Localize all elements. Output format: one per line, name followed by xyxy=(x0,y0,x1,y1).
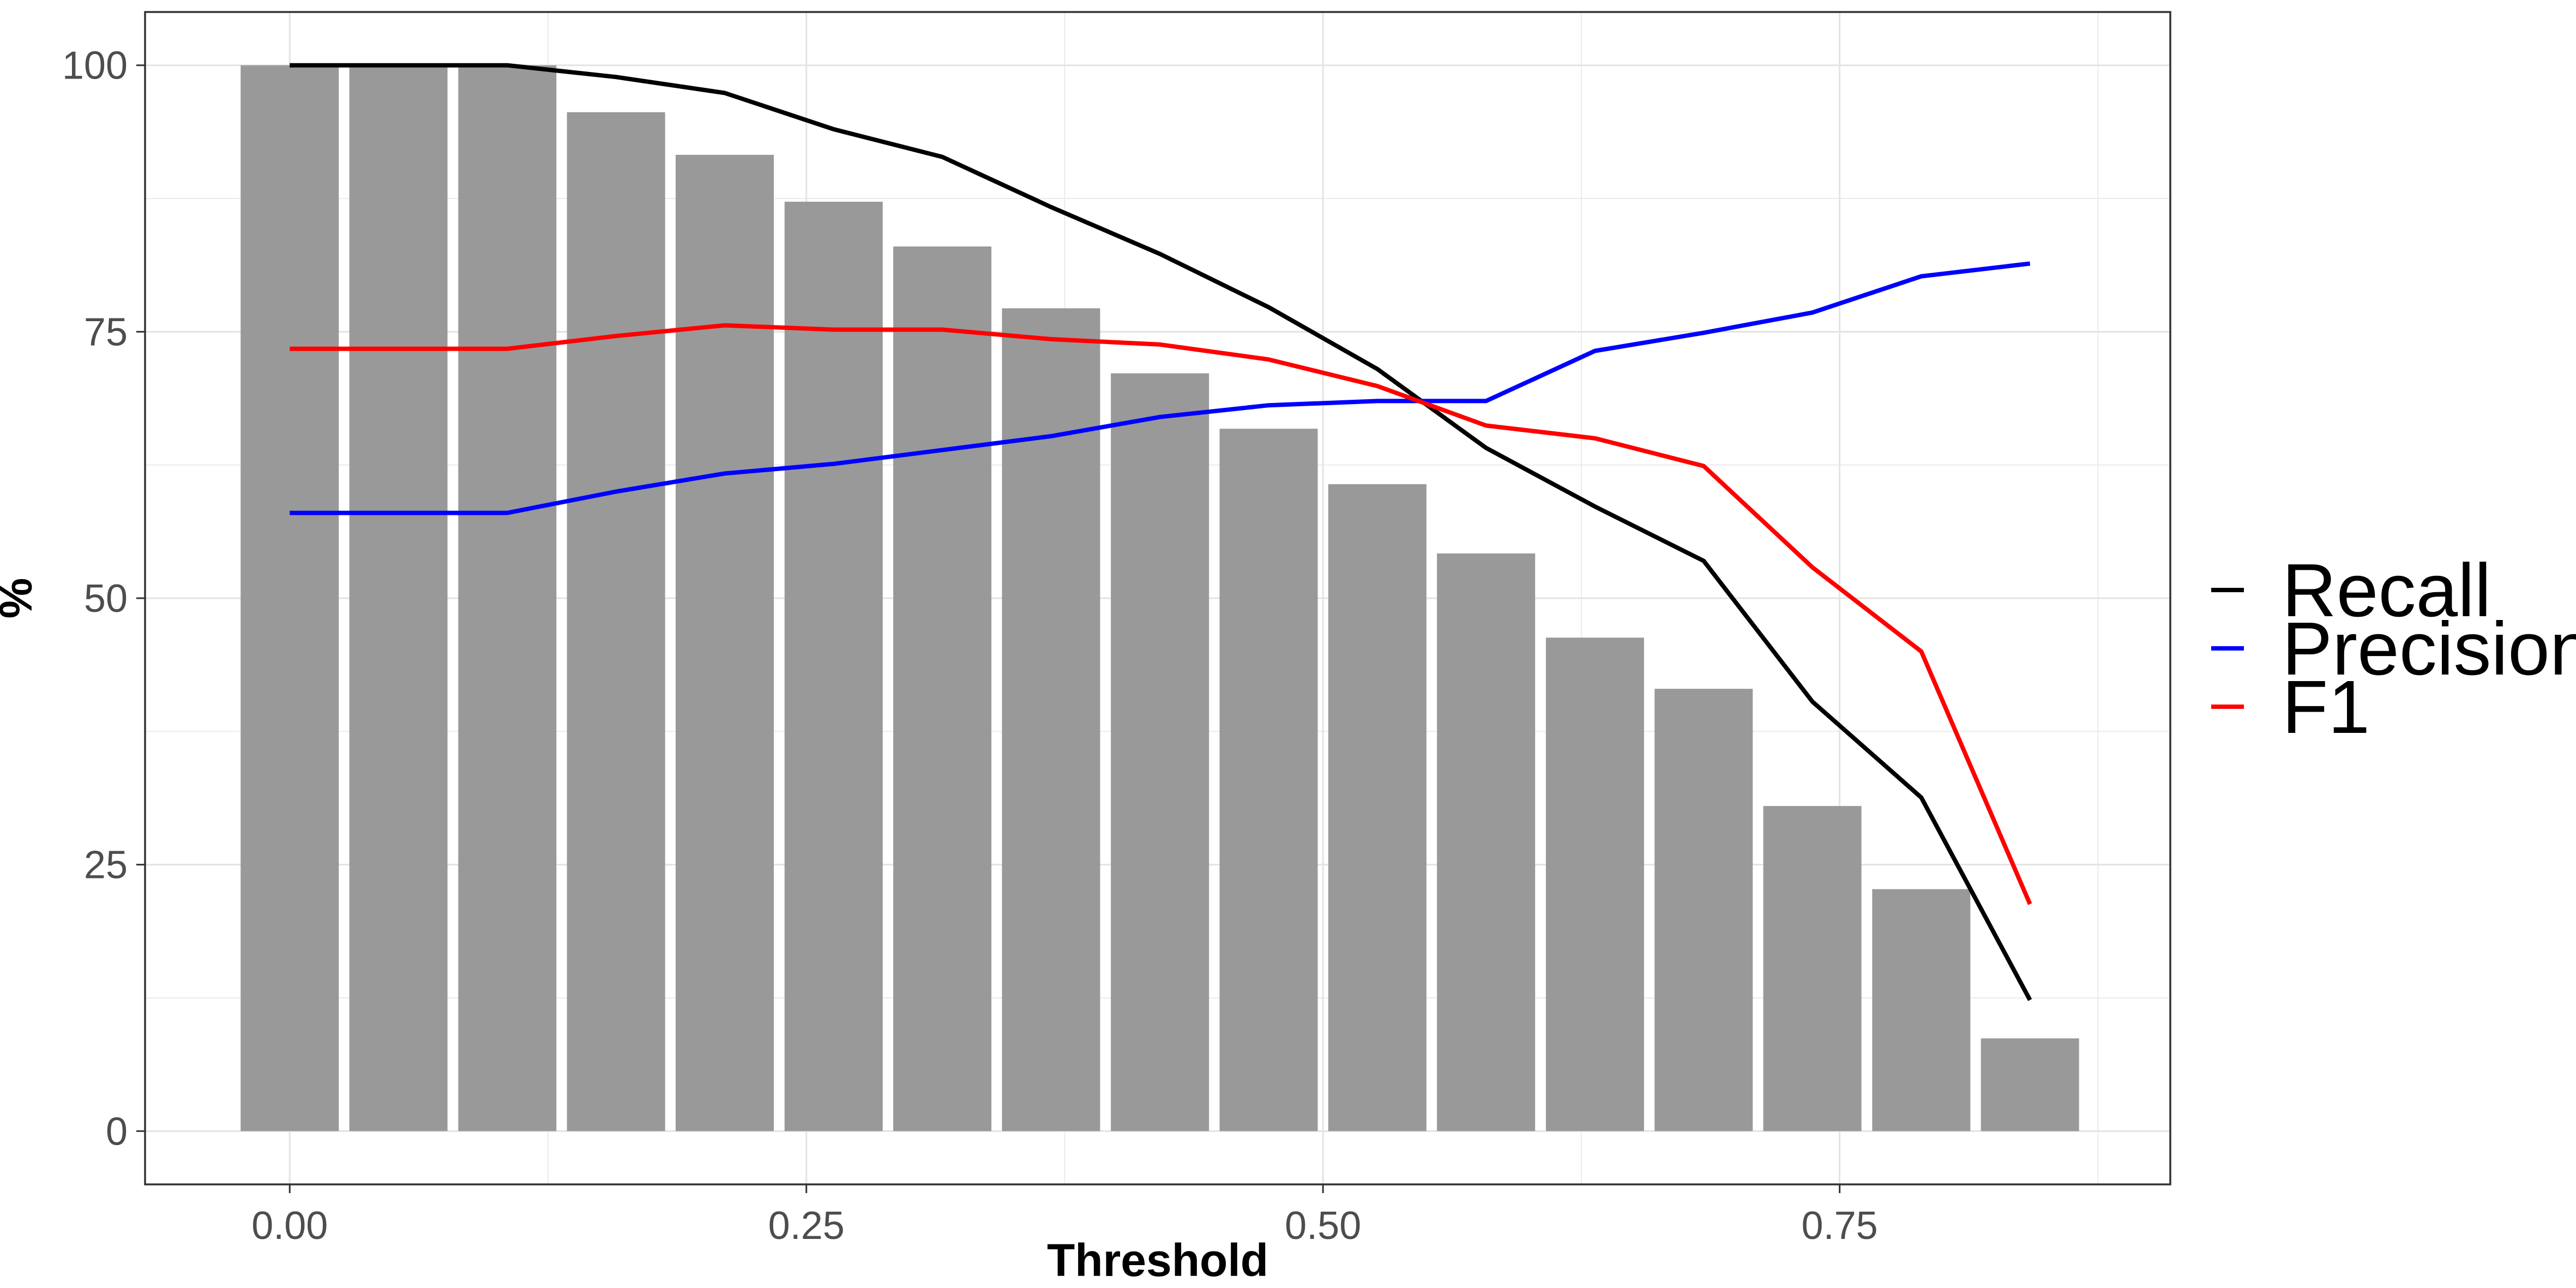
y-tick-label: 50 xyxy=(84,577,128,621)
bar xyxy=(458,65,556,1131)
bar xyxy=(1220,429,1318,1131)
bar xyxy=(1981,1038,2079,1131)
x-axis-title: Threshold xyxy=(1047,1235,1268,1286)
y-axis-title: % xyxy=(0,578,41,619)
x-tick-label: 0.75 xyxy=(1802,1204,1878,1248)
bar xyxy=(1546,637,1644,1131)
bar xyxy=(893,246,991,1131)
bar xyxy=(1328,484,1427,1131)
x-tick-label: 0.00 xyxy=(251,1204,328,1248)
y-tick-label: 75 xyxy=(84,310,128,354)
bar xyxy=(1764,806,1862,1131)
bar xyxy=(676,155,774,1131)
y-tick-label: 0 xyxy=(106,1110,128,1153)
y-tick-label: 25 xyxy=(84,844,128,887)
bar xyxy=(350,65,448,1131)
plot-panel xyxy=(145,12,2170,1184)
bar xyxy=(1437,553,1535,1131)
legend-label-f1: F1 xyxy=(2282,665,2370,749)
x-tick-label: 0.50 xyxy=(1285,1204,1361,1248)
bar xyxy=(1654,689,1753,1131)
x-tick-label: 0.25 xyxy=(768,1204,845,1248)
bar xyxy=(785,202,883,1131)
bar xyxy=(240,65,339,1131)
bar xyxy=(1872,889,1970,1131)
bar xyxy=(567,112,665,1131)
y-tick-label: 100 xyxy=(62,44,128,88)
bar xyxy=(1111,374,1209,1131)
